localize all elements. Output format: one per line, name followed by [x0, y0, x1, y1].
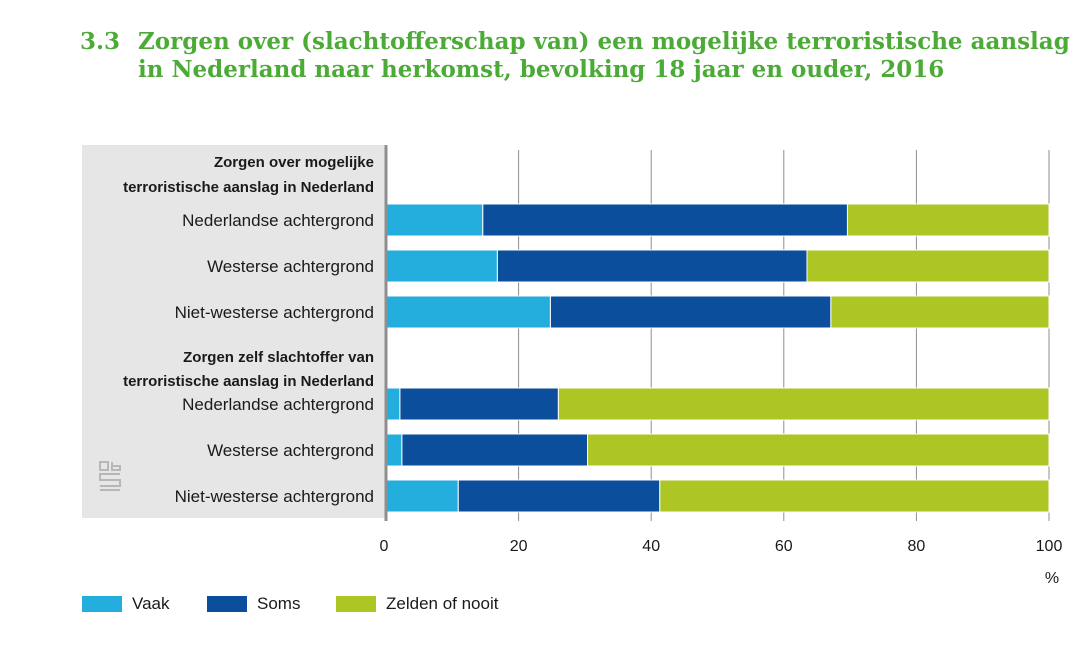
x-tick-label: 60: [775, 538, 793, 555]
group-heading: Zorgen zelf slachtoffer van: [183, 349, 374, 366]
legend-label-soms: Soms: [257, 594, 301, 613]
bar-segment: [385, 479, 459, 513]
legend-swatch-vaak: [82, 596, 122, 612]
category-label: Westerse achtergrond: [207, 441, 374, 460]
title-line-2: in Nederland naar herkomst, bevolking 18…: [138, 56, 945, 83]
legend-item-soms: Soms: [207, 592, 300, 616]
title-line-1: Zorgen over (slachtofferschap van) een m…: [138, 28, 1070, 55]
group-heading: terroristische aanslag in Nederland: [123, 179, 374, 196]
x-tick-label: 100: [1036, 538, 1063, 555]
bar-segment: [830, 295, 1050, 329]
category-label: Nederlandse achtergrond: [182, 395, 374, 414]
x-tick-label: 0: [380, 538, 389, 555]
bar-segment: [385, 387, 401, 421]
category-labels: Zorgen over mogelijke terroristische aans…: [123, 154, 374, 506]
legend-item-vaak: Vaak: [82, 592, 170, 616]
x-unit-label: %: [1045, 570, 1059, 587]
group-heading: Zorgen over mogelijke: [214, 154, 374, 171]
x-tick-label: 40: [642, 538, 660, 555]
legend-label-vaak: Vaak: [132, 594, 170, 613]
bar-segment: [385, 203, 484, 237]
bar-segment: [457, 479, 661, 513]
x-tick-label: 20: [510, 538, 528, 555]
bars: [385, 203, 1050, 513]
bar-segment: [587, 433, 1050, 467]
bar-segment: [846, 203, 1050, 237]
bar-segment: [557, 387, 1050, 421]
legend: Vaak Soms Zelden of nooit: [0, 592, 1082, 616]
bar-segment: [549, 295, 832, 329]
bar-segment: [399, 387, 559, 421]
bar-segment: [385, 295, 551, 329]
bar-segment: [806, 249, 1050, 283]
chart-number: 3.3: [80, 28, 121, 55]
bar-segment: [496, 249, 808, 283]
legend-item-zelden: Zelden of nooit: [336, 592, 498, 616]
category-label: Niet-westerse achtergrond: [175, 303, 374, 322]
bar-segment: [385, 249, 498, 283]
cbs-logo-icon: [99, 461, 121, 491]
bar-segment: [401, 433, 589, 467]
category-label: Niet-westerse achtergrond: [175, 487, 374, 506]
legend-swatch-zelden: [336, 596, 376, 612]
category-label: Nederlandse achtergrond: [182, 211, 374, 230]
category-label: Westerse achtergrond: [207, 257, 374, 276]
bar-segment: [659, 479, 1050, 513]
bar-segment: [385, 433, 403, 467]
label-panel: [82, 145, 385, 518]
legend-swatch-soms: [207, 596, 247, 612]
bar-segment: [482, 203, 848, 237]
x-tick-labels: 0 20 40 60 80 100: [380, 538, 1063, 555]
legend-label-zelden: Zelden of nooit: [386, 594, 499, 613]
x-tick-label: 80: [908, 538, 926, 555]
group-heading: terroristische aanslag in Nederland: [123, 373, 374, 390]
